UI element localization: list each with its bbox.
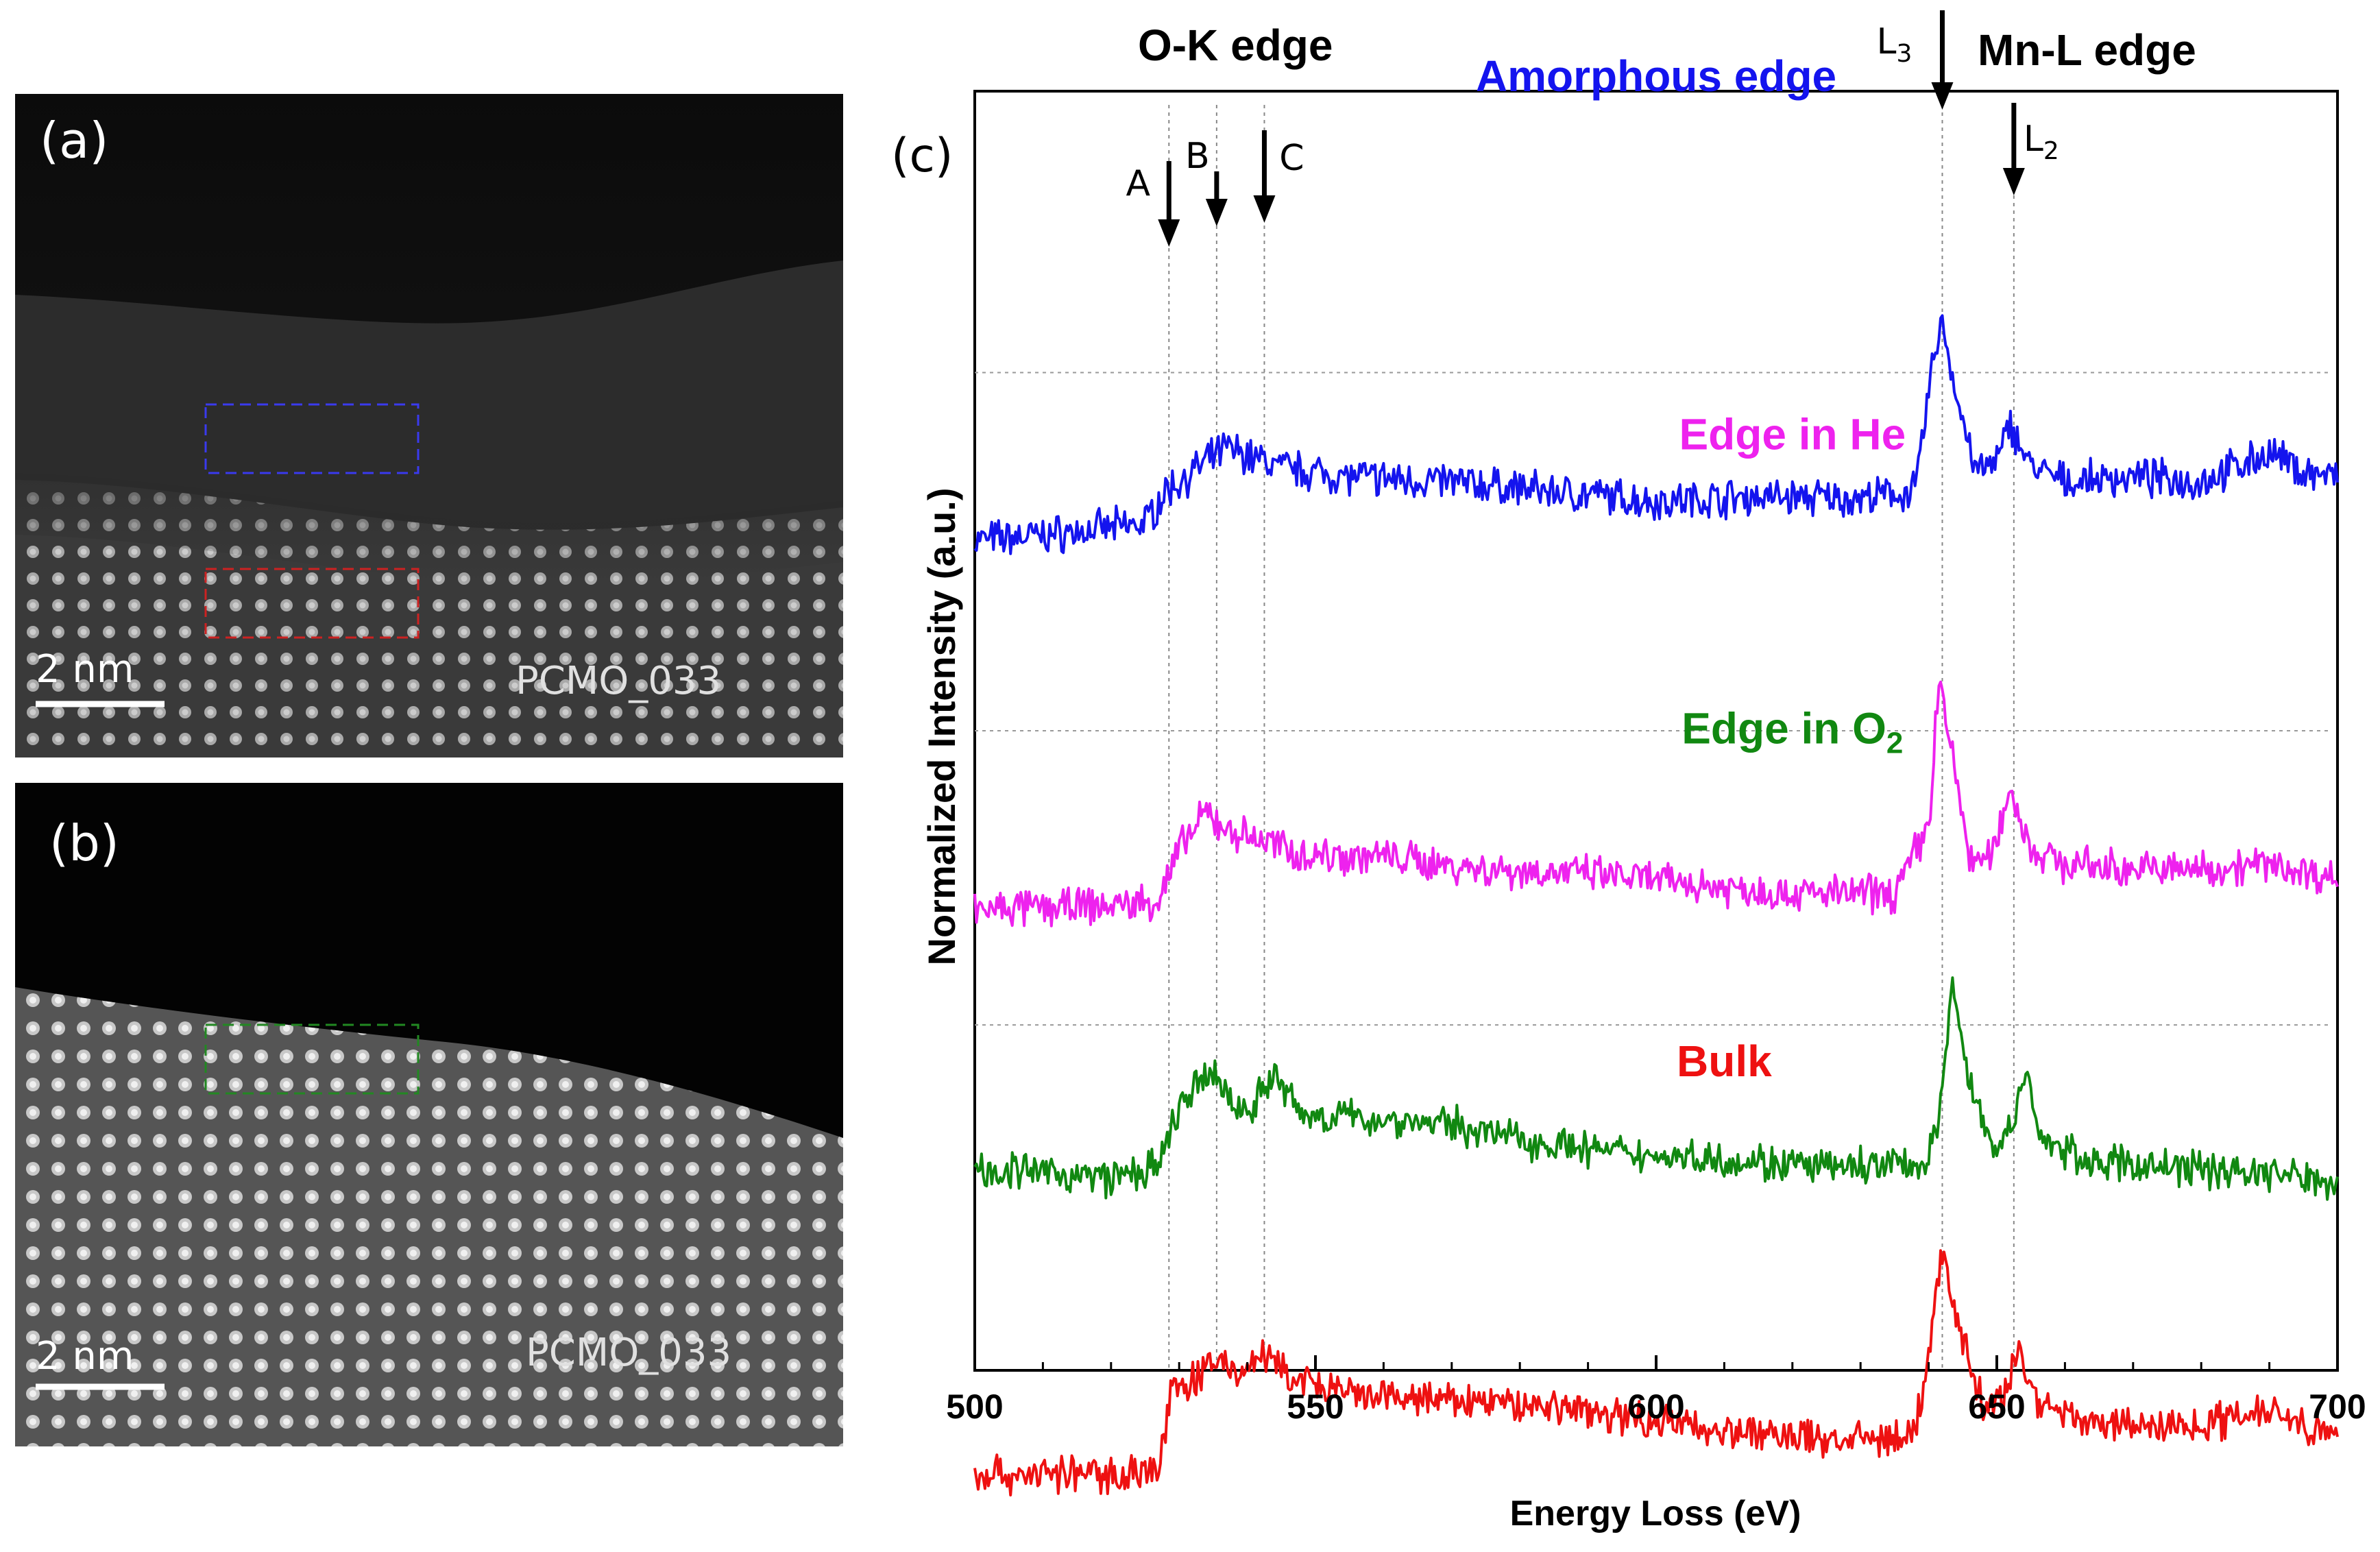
- panel-a-interface-blur: [15, 473, 843, 585]
- grid-layer: [975, 105, 2331, 1370]
- marker-label-3: L3: [1877, 21, 1912, 68]
- series-label-2: Edge in O2: [1681, 704, 1903, 760]
- panel-a-label: (a): [40, 112, 108, 169]
- panel-b: [15, 783, 843, 1446]
- tick-layer: 500 550 600 650 700: [946, 1355, 2366, 1426]
- eels-chart: Amorphous edge Edge in He Edge in O2 Bulk A…: [891, 10, 2366, 1533]
- series-line-2: [973, 976, 2339, 1201]
- panel-b-label: (b): [49, 814, 119, 872]
- arrow-head-3: [1931, 82, 1954, 110]
- x-tick-label-1: 550: [1287, 1387, 1344, 1426]
- panel-a-blue-region-box: [204, 403, 420, 474]
- series-label-1: Edge in He: [1679, 409, 1906, 459]
- series-line-3: [973, 1249, 2339, 1496]
- panel-a-scalebar-label: 2 nm: [36, 647, 134, 692]
- marker-label-subscript-3: 3: [1897, 40, 1912, 68]
- x-tick-label-2: 600: [1627, 1387, 1684, 1426]
- series-label-0: Amorphous edge: [1476, 51, 1836, 101]
- series-line-1: [973, 680, 2339, 927]
- panel-a-red-region-box: [204, 568, 420, 639]
- series-label-3: Bulk: [1677, 1036, 1772, 1086]
- panel-b-scalebar-label: 2 nm: [36, 1334, 134, 1379]
- panel-a: [15, 94, 843, 757]
- panel-b-green-region-box: [204, 1023, 420, 1095]
- series-line-0: [973, 314, 2339, 555]
- o-k-edge-label: O-K edge: [1138, 21, 1333, 70]
- marker-label-4: L2: [2024, 119, 2059, 165]
- x-axis-label: Energy Loss (eV): [1510, 1494, 1801, 1533]
- x-tick-label-3: 650: [1968, 1387, 2025, 1426]
- panel-c-label: (c): [891, 129, 953, 183]
- marker-label-subscript-4: 2: [2043, 137, 2059, 165]
- arrow-head-0: [1158, 219, 1180, 247]
- series-label-subscript-2: 2: [1886, 727, 1903, 760]
- panel-b-sample-label: PCMO_033: [526, 1331, 731, 1375]
- panel-b-atom-lattice: [15, 987, 843, 1446]
- arrow-head-2: [1253, 195, 1276, 223]
- panel-a-sample-label: PCMO_033: [515, 659, 721, 703]
- marker-label-0: A: [1126, 163, 1151, 204]
- arrow-head-1: [1205, 199, 1228, 226]
- arrow-head-4: [2002, 168, 2025, 195]
- marker-label-1: B: [1185, 136, 1210, 177]
- marker-label-2: C: [1279, 138, 1304, 179]
- x-tick-label-0: 500: [946, 1387, 1003, 1426]
- series-layer: Amorphous edge Edge in He Edge in O2 Bulk: [973, 51, 2339, 1496]
- mn-l-edge-label: Mn-L edge: [1978, 25, 2196, 75]
- y-axis-label: Normalized Intensity (a.u.): [920, 488, 963, 966]
- x-tick-label-4: 700: [2309, 1387, 2366, 1426]
